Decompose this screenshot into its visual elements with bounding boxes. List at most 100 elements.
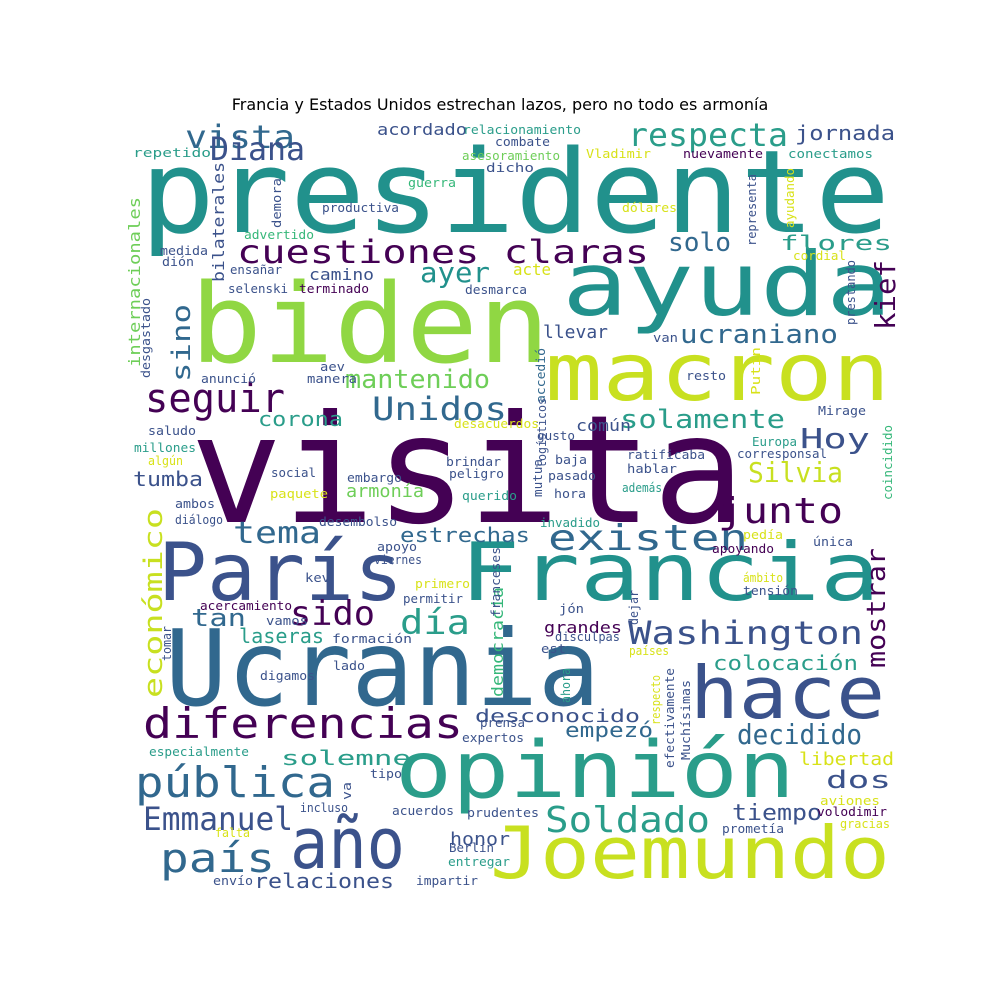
cloud-word: además: [622, 481, 662, 495]
cloud-word: querido: [462, 489, 517, 503]
cloud-word: millones: [134, 441, 196, 455]
cloud-word: ayudando: [783, 168, 797, 228]
cloud-word: tipo: [370, 767, 402, 781]
cloud-word: Muchísimas: [679, 680, 693, 760]
cloud-word: país: [160, 836, 275, 882]
cloud-word: ámbito: [743, 571, 783, 585]
cloud-word: Francia: [460, 526, 880, 619]
cloud-word: va: [340, 782, 354, 800]
cloud-word: internacionales: [125, 197, 144, 367]
cloud-word: Unidos: [372, 390, 507, 428]
cloud-word: apoyo: [377, 540, 417, 554]
cloud-word: gracias: [840, 817, 890, 831]
cloud-word: macron: [545, 326, 890, 419]
cloud-word: ayer: [420, 256, 490, 289]
cloud-word: mostrar: [862, 548, 892, 668]
cloud-word: respecta: [628, 116, 788, 154]
cloud-word: impartir: [416, 874, 478, 888]
cloud-word: formación: [332, 632, 412, 646]
cloud-word: expertos: [462, 731, 524, 745]
cloud-word: cuestiones claras: [237, 233, 649, 271]
cloud-word: algún: [148, 454, 183, 468]
cloud-word: mutua: [531, 459, 545, 497]
cloud-word: Putin: [749, 347, 763, 395]
cloud-word: ratificaba: [627, 448, 705, 462]
cloud-word: Europa: [752, 435, 797, 449]
cloud-word: prudentes: [467, 806, 539, 820]
cloud-word: vista: [185, 118, 295, 156]
cloud-word: apoyando: [712, 542, 774, 556]
cloud-word: tumba: [133, 467, 203, 491]
cloud-word: repetido: [133, 146, 211, 160]
cloud-word: solemne: [281, 746, 411, 770]
cloud-word: jornada: [795, 121, 895, 145]
cloud-word: demora: [270, 178, 284, 228]
cloud-word: corresponsal: [737, 447, 827, 461]
cloud-word: respecto: [649, 675, 663, 725]
cloud-word: países: [629, 644, 669, 658]
cloud-word: armonía: [346, 481, 424, 502]
cloud-word: ucraniano: [680, 320, 838, 350]
cloud-word: corona: [258, 407, 343, 431]
cloud-word: solo: [668, 228, 731, 258]
cloud-word: acte: [513, 260, 551, 279]
cloud-word: flores: [780, 231, 892, 255]
cloud-word: desacuerdos: [454, 417, 539, 431]
cloud-word: saludo: [148, 424, 196, 438]
cloud-word: ambos: [175, 497, 215, 511]
cloud-word: incluso: [300, 801, 348, 815]
cloud-word: relacionamiento: [463, 123, 581, 137]
cloud-word: prensa: [480, 716, 525, 730]
cloud-word: tan: [191, 604, 246, 632]
cloud-word: invadido: [540, 516, 600, 530]
cloud-word: camino: [309, 265, 374, 284]
cloud-word: Berlín: [449, 841, 494, 855]
cloud-word: acercamiento: [200, 599, 292, 613]
cloud-word: económico: [139, 508, 169, 698]
cloud-word: Vladimir: [586, 147, 651, 161]
cloud-word: empezó: [565, 718, 653, 742]
cloud-word: día: [400, 603, 470, 643]
cloud-word: junto: [718, 491, 843, 532]
cloud-word: existen: [548, 518, 748, 559]
cloud-word: ayuda: [562, 233, 892, 336]
cloud-word: lado: [333, 659, 365, 673]
cloud-word: prometía: [722, 822, 784, 836]
cloud-word: desembolso: [319, 515, 397, 529]
cloud-word: grandes: [544, 618, 622, 637]
cloud-word: diferencias: [143, 699, 463, 748]
cloud-word: tiempo: [732, 801, 822, 826]
cloud-word: combate: [495, 135, 550, 149]
cloud-word: biden: [190, 260, 550, 388]
cloud-word: peligro: [449, 467, 504, 481]
cloud-word: honor: [450, 829, 510, 850]
cloud-word: falta: [215, 826, 250, 840]
cloud-word: dos: [826, 766, 891, 794]
cloud-word: entregar: [448, 855, 510, 869]
cloud-word: est: [541, 642, 566, 656]
cloud-word: embargo: [347, 471, 402, 485]
cloud-word: Emmanuel: [143, 800, 293, 838]
cloud-word: digamos: [260, 669, 315, 683]
cloud-word: kev: [305, 571, 330, 585]
cloud-word: diálogo: [175, 513, 223, 527]
cloud-word: dión: [162, 255, 194, 269]
cloud-word: conectamos: [788, 147, 873, 161]
cloud-word: mantenido: [345, 365, 490, 395]
cloud-word: dicho: [486, 161, 534, 175]
cloud-word: tomar: [160, 626, 174, 661]
cloud-word: pasado: [548, 469, 596, 483]
cloud-word: tensión: [743, 584, 798, 598]
cloud-word: colocación: [713, 651, 858, 675]
cloud-word: terminado: [299, 282, 369, 296]
cloud-word: dólares: [622, 201, 677, 215]
cloud-word: brindar: [446, 455, 501, 469]
cloud-word: sido: [290, 594, 375, 634]
cloud-word: desconocido: [475, 706, 640, 727]
cloud-word: medida: [160, 244, 208, 258]
cloud-word: París: [158, 526, 403, 619]
cloud-word: acordado: [377, 120, 467, 139]
cloud-word: advertido: [244, 228, 314, 242]
cloud-word: llevar: [543, 322, 608, 343]
